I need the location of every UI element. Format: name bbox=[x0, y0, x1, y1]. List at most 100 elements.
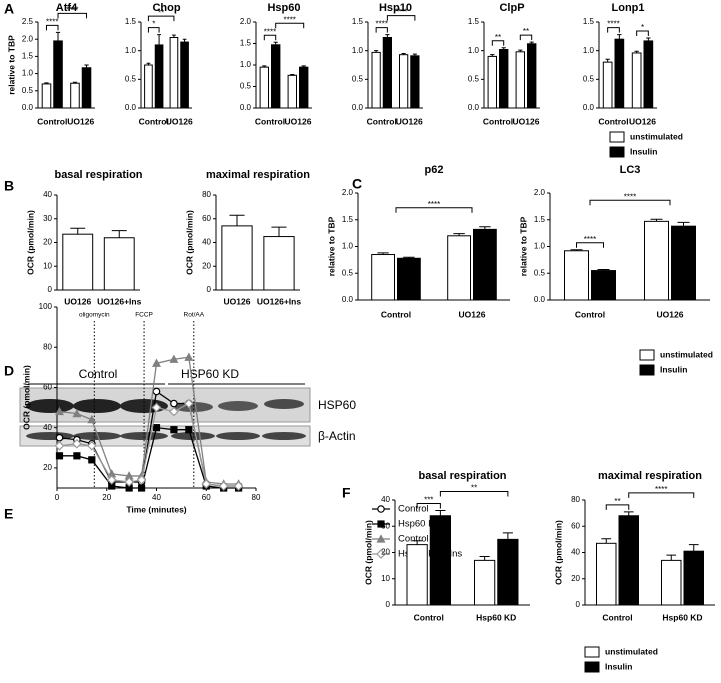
chart-title: Hsp10 bbox=[379, 2, 412, 14]
significance-bracket bbox=[628, 492, 695, 498]
x-tick-label: 0 bbox=[55, 493, 60, 502]
marker bbox=[183, 398, 194, 409]
x-tick-label: Control bbox=[367, 116, 397, 126]
y-tick-label: 0.5 bbox=[125, 74, 137, 83]
y-tick-label: 2.0 bbox=[534, 188, 546, 197]
legend-label: Insulin bbox=[660, 364, 687, 374]
significance-bracket bbox=[147, 27, 160, 33]
y-tick-label: 40 bbox=[571, 548, 580, 557]
y-tick-label: 0.0 bbox=[583, 103, 595, 112]
marker bbox=[170, 399, 178, 408]
y-tick-label: 80 bbox=[43, 342, 52, 351]
significance-bracket bbox=[589, 199, 671, 206]
x-tick-label: 80 bbox=[252, 493, 261, 502]
x-tick-label: UO126 bbox=[285, 116, 312, 126]
band bbox=[73, 432, 121, 440]
x-tick-label: Control bbox=[483, 116, 513, 126]
significance-label: ** bbox=[523, 27, 529, 36]
y-tick-label: 20 bbox=[381, 548, 390, 557]
bar bbox=[631, 52, 642, 109]
error-bar bbox=[157, 34, 161, 45]
chart-title: maximal respiration bbox=[206, 169, 310, 181]
bar bbox=[271, 44, 281, 109]
y-tick-label: 0.0 bbox=[534, 295, 546, 304]
chart-title: ClpP bbox=[499, 2, 524, 14]
significance-label: **** bbox=[624, 192, 636, 201]
bar bbox=[447, 235, 472, 301]
error-bar bbox=[55, 31, 61, 41]
x-tick-label: UO126+Ins bbox=[97, 296, 141, 306]
y-tick-label: 0 bbox=[207, 285, 212, 294]
y-axis-label: relative to TBP bbox=[518, 216, 528, 276]
y-tick-label: 1.5 bbox=[352, 17, 364, 26]
bar bbox=[221, 225, 253, 291]
y-tick-label: 1.0 bbox=[352, 46, 364, 55]
y-tick-label: 40 bbox=[381, 495, 390, 504]
bar bbox=[643, 40, 654, 109]
marker bbox=[151, 402, 162, 413]
significance-label: ** bbox=[471, 484, 477, 493]
error-bar bbox=[617, 34, 622, 40]
marker bbox=[185, 426, 193, 434]
x-tick-label: 20 bbox=[102, 493, 111, 502]
legend-label: Control bbox=[398, 504, 429, 515]
bar bbox=[644, 220, 669, 301]
bar bbox=[263, 236, 295, 291]
marker bbox=[87, 414, 97, 424]
x-tick-label: Control bbox=[602, 612, 632, 622]
legend-swatch bbox=[584, 661, 600, 673]
y-tick-label: 1.0 bbox=[240, 60, 252, 69]
marker bbox=[233, 481, 244, 491]
significance-label: * bbox=[152, 20, 155, 29]
significance-bracket bbox=[57, 12, 88, 19]
chart-title: basal respiration bbox=[418, 470, 506, 482]
bar bbox=[399, 54, 409, 109]
marker bbox=[88, 456, 96, 464]
legend-label: unstimulated bbox=[660, 349, 713, 359]
significance-label: **** bbox=[655, 485, 667, 494]
x-tick-label: Control bbox=[414, 612, 444, 622]
y-tick-label: 1.0 bbox=[22, 69, 34, 78]
significance-label: **** bbox=[428, 200, 440, 209]
x-tick-label: UO126 bbox=[396, 116, 423, 126]
marker bbox=[152, 387, 161, 396]
marker bbox=[72, 438, 82, 449]
significance-label: **** bbox=[376, 20, 388, 29]
bar bbox=[487, 55, 498, 109]
bar bbox=[614, 38, 625, 109]
bar bbox=[154, 44, 164, 109]
band bbox=[171, 432, 215, 440]
bar bbox=[70, 82, 80, 109]
y-tick-label: 0.5 bbox=[240, 82, 252, 91]
bar bbox=[382, 36, 392, 109]
y-tick-label: 30 bbox=[43, 214, 52, 223]
bar bbox=[397, 257, 421, 301]
legend-label: unstimulated bbox=[630, 131, 683, 141]
y-tick-label: 0.0 bbox=[352, 103, 364, 112]
significance-bracket bbox=[636, 30, 649, 37]
marker bbox=[86, 440, 97, 451]
y-tick-label: 1.5 bbox=[240, 39, 252, 48]
legend-swatch bbox=[609, 131, 625, 143]
marker bbox=[54, 440, 65, 451]
bar bbox=[371, 51, 381, 109]
y-tick-label: 1.0 bbox=[534, 242, 546, 251]
western-blot: Control HSP60 KD HSP60 β-Actin bbox=[19, 367, 356, 447]
x-tick-label: 40 bbox=[152, 493, 161, 502]
legend-label: Hsp60 KD bbox=[398, 519, 441, 530]
y-tick-label: 10 bbox=[381, 574, 390, 583]
bar bbox=[53, 40, 63, 109]
y-tick-label: 1.0 bbox=[342, 242, 354, 251]
band bbox=[216, 432, 260, 440]
significance-label: **** bbox=[46, 17, 58, 26]
bar bbox=[596, 542, 617, 606]
bar bbox=[618, 515, 639, 606]
x-tick-label: UO126 bbox=[629, 116, 656, 126]
event-label: FCCP bbox=[135, 312, 153, 319]
chart-title: maximal respiration bbox=[598, 470, 702, 482]
marker bbox=[54, 406, 64, 416]
y-axis-label: relative to TBP bbox=[326, 216, 336, 276]
panel-label: C bbox=[352, 176, 362, 192]
bar bbox=[406, 544, 428, 606]
